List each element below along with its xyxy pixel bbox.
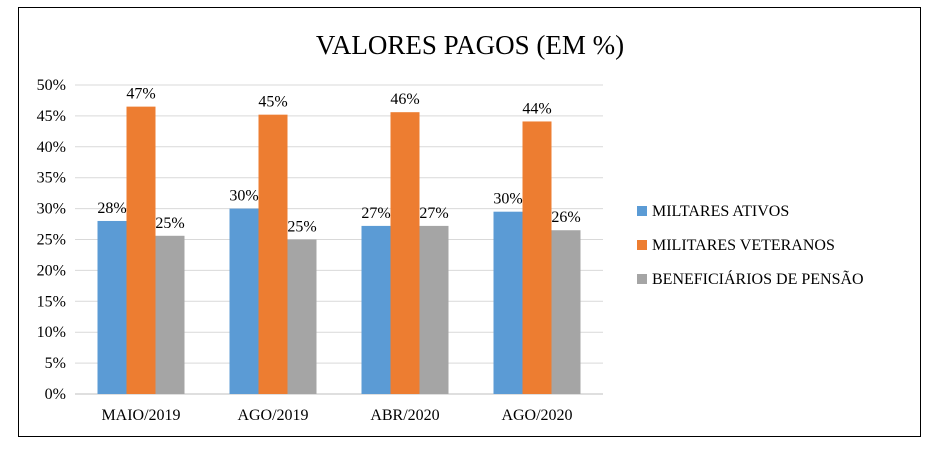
x-tick-label: AGO/2019 (237, 407, 308, 424)
data-label: 47% (126, 86, 155, 103)
chart-title: VALORES PAGOS (EM %) (316, 30, 624, 60)
x-tick-label: AGO/2020 (501, 407, 572, 424)
bar (419, 225, 449, 394)
data-label: 27% (419, 205, 448, 222)
legend-swatch (637, 274, 647, 284)
bar (522, 121, 552, 394)
data-label: 25% (287, 219, 316, 236)
data-label: 46% (390, 91, 419, 108)
x-tick-label: MAIO/2019 (101, 407, 180, 424)
x-axis-tick-labels: MAIO/2019 AGO/2019 ABR/2020 AGO/2020 (101, 407, 572, 424)
y-tick-label: 10% (37, 324, 66, 341)
x-tick-label: ABR/2020 (370, 407, 439, 424)
y-tick-label: 50% (37, 77, 66, 94)
legend-label: MILITARES VETERANOS (652, 237, 835, 254)
data-label: 25% (155, 215, 184, 232)
bar (493, 211, 523, 394)
bar (287, 239, 317, 394)
y-tick-label: 40% (37, 139, 66, 156)
y-tick-label: 15% (37, 293, 66, 310)
y-tick-label: 5% (45, 355, 66, 372)
y-tick-label: 45% (37, 108, 66, 125)
y-axis-tick-labels: 0% 5% 10% 15% 20% 25% 30% 35% 40% 45% 50% (37, 77, 66, 403)
bar (155, 235, 185, 394)
data-label: 30% (229, 188, 258, 205)
data-label: 28% (97, 200, 126, 217)
bar (361, 225, 391, 394)
bar (258, 114, 288, 394)
bar (126, 106, 156, 394)
y-tick-label: 0% (45, 386, 66, 403)
legend-swatch (637, 240, 647, 250)
legend-label: BENEFICIÁRIOS DE PENSÃO (652, 269, 864, 288)
bar (229, 208, 259, 394)
y-tick-label: 30% (37, 201, 66, 218)
data-label: 27% (361, 205, 390, 222)
y-tick-label: 25% (37, 232, 66, 249)
data-label: 44% (522, 100, 551, 117)
y-tick-label: 20% (37, 262, 66, 279)
data-label: 30% (493, 191, 522, 208)
data-label: 26% (551, 209, 580, 226)
bar (551, 230, 581, 394)
legend-label: MILTARES ATIVOS (652, 203, 789, 220)
bar (97, 220, 127, 394)
y-tick-label: 35% (37, 170, 66, 187)
data-labels: 28% 47% 25% 30% 45% 25% 27% 46% 27% 30% 44% 26% (97, 86, 580, 236)
data-label: 45% (258, 94, 287, 111)
bars (97, 106, 581, 394)
legend: MILTARES ATIVOS MILITARES VETERANOS BENEFI… (637, 203, 864, 288)
legend-swatch (637, 206, 647, 216)
bar (390, 112, 420, 394)
